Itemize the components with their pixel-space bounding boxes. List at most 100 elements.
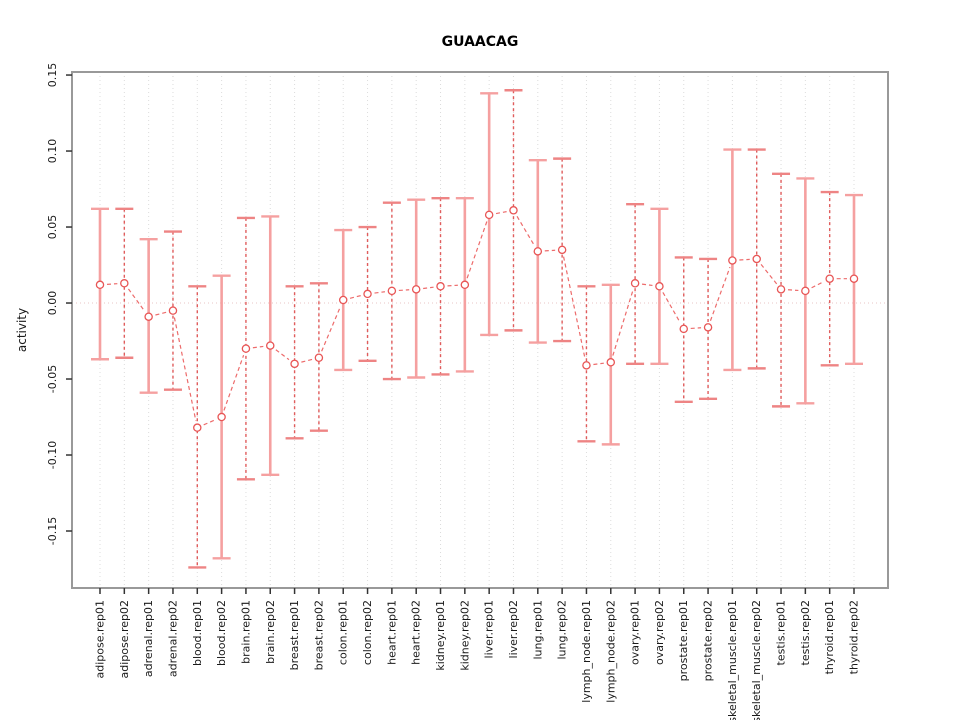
data-point — [144, 312, 153, 321]
data-point — [801, 286, 810, 296]
data-point — [290, 359, 299, 369]
connector-segment — [301, 358, 313, 363]
data-point — [266, 341, 275, 350]
connector-segment — [466, 221, 488, 279]
data-point — [241, 344, 251, 353]
x-tick-label: heart.rep01 — [385, 600, 398, 665]
data-point — [363, 289, 372, 299]
connector-segment — [223, 355, 245, 411]
data-point — [338, 295, 348, 305]
connector-segment — [106, 283, 118, 285]
connector-segment — [447, 284, 458, 287]
data-point — [436, 282, 445, 291]
data-point — [314, 353, 324, 362]
x-tick-label: blood.rep02 — [215, 600, 228, 666]
y-tick-label: -0.05 — [46, 365, 59, 393]
data-point — [509, 206, 518, 215]
x-tick-label: liver.rep02 — [507, 600, 520, 658]
connector-segment — [374, 291, 385, 294]
x-tick-label: testis.rep01 — [775, 600, 788, 665]
x-tick-label: prostate.rep02 — [702, 600, 715, 681]
chart-title: GUAACAG — [442, 34, 519, 50]
x-tick-label: prostate.rep01 — [677, 600, 690, 681]
x-tick-label: blood.rep01 — [191, 600, 204, 666]
y-tick-label: -0.15 — [46, 517, 59, 545]
data-point — [217, 412, 226, 422]
x-tick-label: kidney.rep01 — [434, 600, 447, 671]
data-point — [752, 254, 761, 264]
connector-segment — [349, 295, 361, 299]
axis-layer: 0.15 0.10 0.05 0.00 -0.05 -0.10 -0.15 adipose.r… — [46, 63, 889, 723]
x-tick-label: brain.rep02 — [264, 600, 277, 664]
x-tick-label: skeletal_muscle.rep01 — [726, 600, 739, 720]
data-point — [168, 306, 178, 315]
x-tick-label: ovary.rep01 — [629, 600, 642, 665]
data-point — [728, 256, 737, 265]
connector-segment — [709, 266, 731, 321]
data-point — [533, 247, 543, 256]
y-tick-label: 0.15 — [46, 63, 59, 88]
connector-segment — [252, 345, 264, 349]
data-point — [849, 274, 859, 283]
data-point — [630, 279, 640, 288]
y-tick-label: 0.10 — [46, 139, 59, 164]
data-point — [193, 423, 202, 432]
y-tick-label: 0.00 — [46, 291, 59, 316]
connector-segment — [739, 258, 750, 261]
x-tick-label: brain.rep01 — [239, 600, 252, 664]
data-point — [411, 285, 421, 294]
connector-segment — [321, 306, 342, 352]
x-tick-label: colon.rep02 — [361, 600, 374, 665]
grid-layer — [72, 72, 888, 588]
data-point — [557, 245, 567, 255]
data-point — [825, 274, 834, 283]
data-point — [460, 280, 470, 290]
x-tick-label: lymph_node.rep02 — [604, 600, 617, 703]
connector-segment — [811, 281, 824, 289]
connector-segment — [173, 317, 197, 421]
x-tick-label: testis.rep02 — [799, 600, 812, 665]
connector-segment — [127, 288, 146, 312]
connector-segment — [690, 327, 702, 330]
connector-segment — [562, 256, 586, 359]
connector-segment — [593, 362, 604, 366]
data-point — [120, 279, 129, 288]
x-tick-label: kidney.rep02 — [458, 600, 471, 671]
x-tick-label: lymph_node.rep01 — [580, 600, 593, 703]
data-point — [679, 324, 688, 334]
x-tick-label: colon.rep01 — [337, 600, 350, 665]
connector-segment — [203, 419, 216, 426]
data-point — [95, 280, 105, 290]
x-tick-label: lung.rep02 — [556, 600, 569, 660]
data-point — [484, 210, 494, 220]
data-point — [582, 361, 591, 370]
connector-segment — [662, 292, 681, 324]
y-tick-label: -0.10 — [46, 441, 59, 469]
x-tick-label: skeletal_muscle.rep02 — [750, 600, 763, 720]
connector-segment — [516, 216, 535, 246]
data-point — [655, 282, 664, 291]
data-point — [387, 286, 397, 296]
data-point — [606, 358, 616, 367]
x-tick-label: ovary.rep02 — [653, 600, 666, 665]
connector-segment — [495, 211, 507, 215]
x-tick-label: adipose.rep02 — [118, 600, 131, 679]
connector-segment — [398, 289, 410, 292]
connector-segment — [641, 283, 653, 287]
x-tick-label: adipose.rep01 — [94, 600, 107, 679]
x-tick-label: breast.rep01 — [288, 600, 301, 670]
y-axis-title: activity — [15, 308, 29, 352]
x-tick-label: breast.rep02 — [312, 600, 325, 670]
data-point — [776, 285, 786, 294]
plot-box — [71, 71, 889, 589]
connector-segment — [760, 264, 778, 285]
x-tick-label: liver.rep01 — [483, 600, 496, 658]
x-tick-label: adrenal.rep01 — [142, 600, 155, 677]
x-tick-label: adrenal.rep02 — [166, 600, 179, 677]
connector-segment — [787, 289, 799, 292]
connector-segment — [423, 286, 434, 290]
connector-segment — [612, 289, 634, 356]
x-tick-label: thyroid.rep02 — [848, 600, 861, 674]
